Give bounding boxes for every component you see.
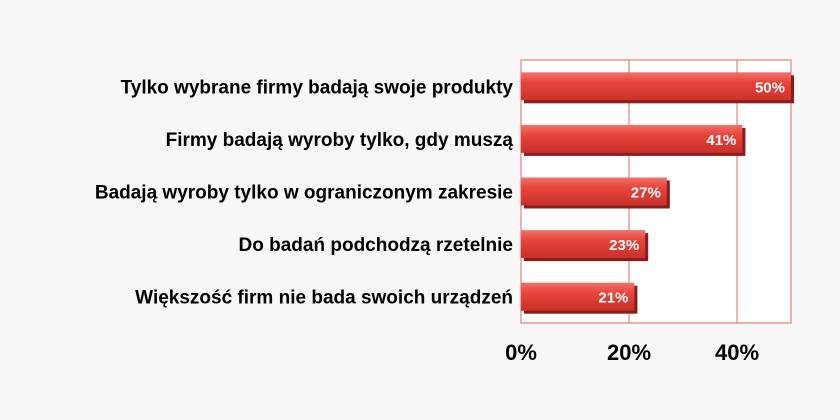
- category-label-4: Do badań podchodzą rzetelnie: [239, 235, 513, 256]
- x-tick-label-1: 20%: [607, 340, 651, 365]
- category-label-2: Firmy badają wyroby tylko, gdy muszą: [166, 130, 514, 151]
- x-tick-label-2: 40%: [715, 340, 759, 365]
- category-labels: Tylko wybrane firmy badają swoje produkt…: [95, 77, 514, 308]
- category-label-3: Badają wyroby tylko w ograniczonym zakre…: [95, 183, 513, 204]
- bar-5: [521, 282, 635, 311]
- bars: [521, 72, 794, 314]
- category-label-1: Tylko wybrane firmy badają swoje produkt…: [121, 77, 514, 98]
- data-labels: 50% 41% 27% 23% 21%: [598, 79, 785, 306]
- data-label-5: 21%: [598, 290, 628, 307]
- x-tick-labels: 0% 20% 40%: [505, 340, 759, 365]
- x-tick-label-0: 0%: [505, 340, 537, 365]
- category-label-5: Większość firm nie bada swoich urządzeń: [135, 288, 513, 309]
- bar-3: [521, 177, 667, 206]
- data-label-4: 23%: [609, 237, 639, 254]
- bar-2: [521, 124, 743, 153]
- data-label-2: 41%: [706, 132, 736, 149]
- bar-1: [521, 72, 791, 101]
- data-label-3: 27%: [631, 185, 661, 202]
- bar-4: [521, 230, 646, 259]
- data-label-1: 50%: [755, 79, 785, 96]
